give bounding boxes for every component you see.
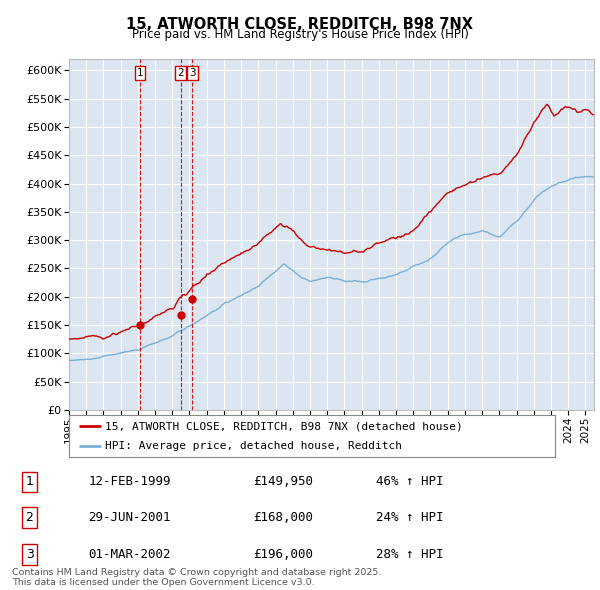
- Text: 3: 3: [26, 548, 34, 561]
- Text: 01-MAR-2002: 01-MAR-2002: [88, 548, 171, 561]
- Text: 15, ATWORTH CLOSE, REDDITCH, B98 7NX: 15, ATWORTH CLOSE, REDDITCH, B98 7NX: [127, 17, 473, 31]
- Text: 12-FEB-1999: 12-FEB-1999: [88, 476, 171, 489]
- Text: 46% ↑ HPI: 46% ↑ HPI: [376, 476, 444, 489]
- Text: 28% ↑ HPI: 28% ↑ HPI: [376, 548, 444, 561]
- Text: £168,000: £168,000: [253, 512, 313, 525]
- Text: 29-JUN-2001: 29-JUN-2001: [88, 512, 171, 525]
- Text: 1: 1: [137, 68, 143, 78]
- Text: 3: 3: [189, 68, 196, 78]
- Text: 1: 1: [26, 476, 34, 489]
- Text: Price paid vs. HM Land Registry's House Price Index (HPI): Price paid vs. HM Land Registry's House …: [131, 28, 469, 41]
- Text: Contains HM Land Registry data © Crown copyright and database right 2025.
This d: Contains HM Land Registry data © Crown c…: [12, 568, 382, 587]
- Text: 2: 2: [178, 68, 184, 78]
- Text: 24% ↑ HPI: 24% ↑ HPI: [376, 512, 444, 525]
- Text: HPI: Average price, detached house, Redditch: HPI: Average price, detached house, Redd…: [106, 441, 403, 451]
- Text: 2: 2: [26, 512, 34, 525]
- Text: £196,000: £196,000: [253, 548, 313, 561]
- Text: £149,950: £149,950: [253, 476, 313, 489]
- Text: 15, ATWORTH CLOSE, REDDITCH, B98 7NX (detached house): 15, ATWORTH CLOSE, REDDITCH, B98 7NX (de…: [106, 421, 463, 431]
